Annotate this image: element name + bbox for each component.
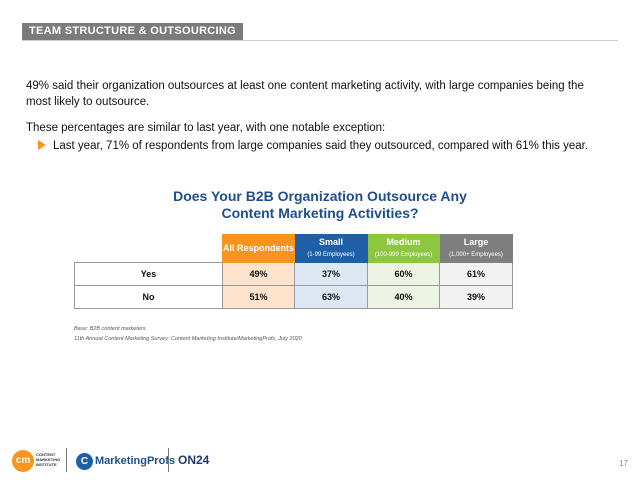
cell-value: 60%	[367, 262, 440, 286]
section-header: TEAM STRUCTURE & OUTSOURCING	[22, 23, 618, 41]
cell-value: 63%	[294, 285, 368, 309]
cmi-logo-text: CONTENT MARKETING INSTITUTE	[36, 452, 61, 467]
logo-divider	[168, 448, 169, 472]
cell-value: 40%	[367, 285, 440, 309]
cell-value: 61%	[439, 262, 513, 286]
header-label: Small	[318, 237, 343, 247]
outsourcing-table: All Respondents Small (1-99 Employees) M…	[74, 234, 513, 309]
cell-value: 49%	[222, 262, 295, 286]
table-row-yes: Yes 49% 37% 60% 61%	[74, 262, 513, 286]
bullet-item: Last year, 71% of respondents from large…	[38, 138, 588, 154]
header-small: Small (1-99 Employees)	[294, 234, 368, 263]
arrow-bullet-icon	[38, 139, 46, 150]
intro-paragraph-1: 49% said their organization outsources a…	[26, 80, 584, 108]
row-label: Yes	[74, 262, 223, 286]
header-medium: Medium (100-999 Employees)	[367, 234, 440, 263]
marketingprofs-text: MarketingProfs	[95, 455, 176, 467]
header-label: All Respondents	[223, 243, 295, 253]
on24-logo: ON24	[178, 453, 210, 467]
base-note: Base: B2B content marketers.	[74, 326, 148, 332]
cell-value: 39%	[439, 285, 513, 309]
header-all-respondents: All Respondents	[222, 234, 295, 263]
section-title: TEAM STRUCTURE & OUTSOURCING	[22, 23, 244, 40]
table-title-line-2: Content Marketing Activities?	[221, 205, 419, 221]
header-label: Medium	[386, 237, 421, 247]
row-label: No	[74, 285, 223, 309]
cmi-logo-icon: cm	[12, 450, 34, 472]
header-sublabel: (100-999 Employees)	[374, 252, 433, 258]
header-sublabel: (1,000+ Employees)	[449, 252, 503, 258]
source-note: 11th Annual Content Marketing Survey: Co…	[74, 336, 302, 342]
table-header-row: All Respondents Small (1-99 Employees) M…	[75, 234, 513, 263]
header-label: Large	[463, 237, 489, 247]
header-large: Large (1,000+ Employees)	[439, 234, 513, 263]
table-title-line-1: Does Your B2B Organization Outsource Any	[173, 188, 467, 204]
bullet-text: Last year, 71% of respondents from large…	[53, 140, 589, 152]
table-corner	[75, 235, 223, 263]
logo-divider	[66, 448, 67, 472]
table-row-no: No 51% 63% 40% 39%	[74, 285, 513, 309]
marketingprofs-icon: C	[76, 453, 93, 470]
cell-value: 51%	[222, 285, 295, 309]
intro-paragraph-2: These percentages are similar to last ye…	[26, 122, 386, 134]
page-number: 17	[619, 459, 628, 468]
header-sublabel: (1-99 Employees)	[307, 252, 355, 258]
cell-value: 37%	[294, 262, 368, 286]
